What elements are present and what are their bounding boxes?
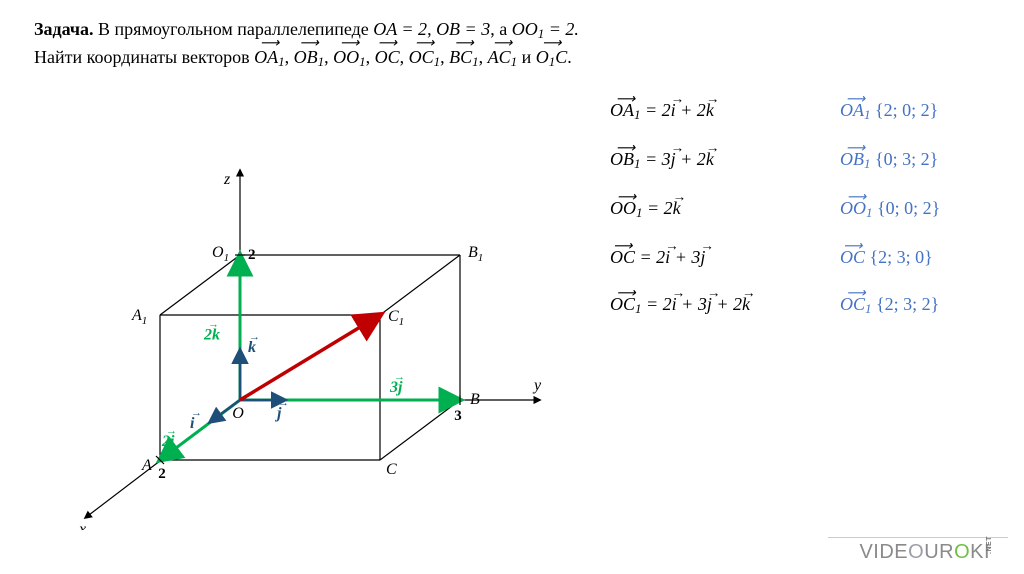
equation-row: ⟶OA1 = 2i→ + 2k→⟶OA1 {2; 0; 2} bbox=[610, 100, 1010, 123]
svg-text:B1: B1 bbox=[468, 244, 483, 264]
equation-coords: ⟶OC1 {2; 3; 2} bbox=[840, 294, 939, 317]
equation-coords: ⟶OO1 {0; 0; 2} bbox=[840, 198, 940, 221]
svg-text:→: → bbox=[166, 425, 177, 437]
vec-OC: ⟶OC bbox=[375, 44, 400, 70]
svg-text:→: → bbox=[278, 397, 289, 409]
equation-lhs: ⟶OC1 = 2i→ + 3j→ + 2k→ bbox=[610, 294, 840, 317]
svg-text:C1: C1 bbox=[388, 308, 404, 328]
equation-row: ⟶OB1 = 3j→ + 2k→⟶OB1 {0; 3; 2} bbox=[610, 149, 1010, 172]
problem-label: Задача. bbox=[34, 19, 94, 39]
problem-statement: Задача. В прямоугольном параллелепипеде … bbox=[34, 16, 754, 71]
equation-lhs: ⟶OO1 = 2k→ bbox=[610, 198, 840, 221]
svg-text:z: z bbox=[223, 171, 231, 188]
svg-text:C: C bbox=[386, 461, 397, 478]
problem-text-1: В прямоугольном параллелепипеде bbox=[98, 19, 373, 39]
vec-OB1: ⟶OB1 bbox=[294, 44, 324, 72]
equation-coords: ⟶OA1 {2; 0; 2} bbox=[840, 100, 938, 123]
svg-text:A1: A1 bbox=[131, 307, 147, 327]
svg-text:B: B bbox=[470, 391, 480, 408]
equation-lhs: ⟶OA1 = 2i→ + 2k→ bbox=[610, 100, 840, 123]
equation-lhs: ⟶OB1 = 3j→ + 2k→ bbox=[610, 149, 840, 172]
equation-coords: ⟶OC {2; 3; 0} bbox=[840, 247, 933, 268]
svg-text:O: O bbox=[232, 405, 244, 422]
diagram: OABCA1B1C1O1xyz232i→j→k→2i→3j→2k→ bbox=[50, 100, 570, 530]
svg-text:→: → bbox=[394, 371, 405, 383]
vec-OC1: ⟶OC1 bbox=[409, 44, 441, 72]
equation-row: ⟶OC1 = 2i→ + 3j→ + 2k→⟶OC1 {2; 3; 2} bbox=[610, 294, 1010, 317]
svg-text:2: 2 bbox=[248, 247, 256, 263]
equation-lhs: ⟶OC = 2i→ + 3j→ bbox=[610, 247, 840, 268]
equation-coords: ⟶OB1 {0; 3; 2} bbox=[840, 149, 938, 172]
vec-OA1: ⟶OA1 bbox=[254, 44, 284, 72]
watermark: VIDEOUROKI.NET bbox=[859, 541, 1008, 564]
vec-O1C: ⟶O1C bbox=[536, 44, 568, 72]
svg-text:2: 2 bbox=[158, 466, 166, 482]
vec-OO1: ⟶OO1 bbox=[333, 44, 365, 72]
equations-block: ⟶OA1 = 2i→ + 2k→⟶OA1 {2; 0; 2} ⟶OB1 = 3j→… bbox=[610, 100, 1010, 342]
problem-text-2: Найти координаты векторов bbox=[34, 47, 254, 67]
equation-row: ⟶OC = 2i→ + 3j→⟶OC {2; 3; 0} bbox=[610, 247, 1010, 268]
svg-text:A: A bbox=[141, 457, 152, 474]
vec-AC1: ⟶AC1 bbox=[488, 44, 518, 72]
svg-text:x: x bbox=[78, 521, 86, 530]
equation-row: ⟶OO1 = 2k→⟶OO1 {0; 0; 2} bbox=[610, 198, 1010, 221]
svg-text:3: 3 bbox=[454, 408, 462, 424]
svg-text:y: y bbox=[532, 377, 542, 394]
svg-text:→: → bbox=[249, 331, 260, 343]
svg-text:→: → bbox=[191, 407, 202, 419]
svg-text:O1: O1 bbox=[212, 244, 229, 264]
vec-BC1: ⟶BC1 bbox=[449, 44, 479, 72]
svg-text:→: → bbox=[208, 319, 219, 331]
